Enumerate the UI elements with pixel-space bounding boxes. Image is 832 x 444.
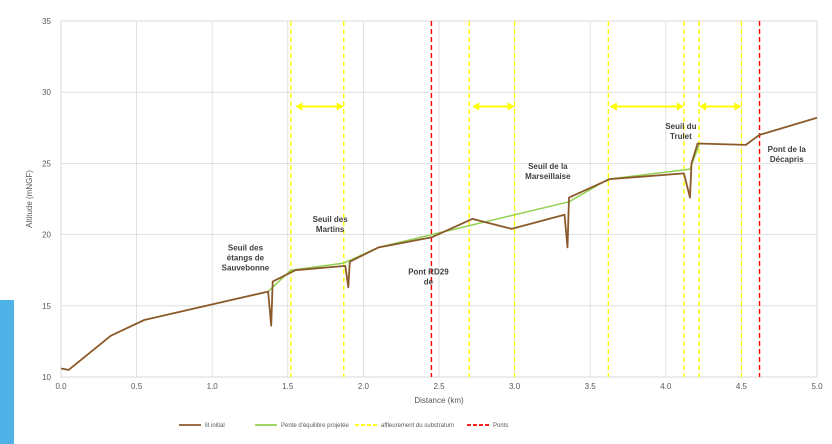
y-tick-label: 25 <box>42 159 51 168</box>
legend-label: lit initial <box>205 423 225 429</box>
legend-label: Ponts <box>493 423 508 429</box>
plot-border <box>60 20 818 378</box>
x-tick-label: 0.5 <box>131 382 143 391</box>
arrow-head-left <box>699 102 707 111</box>
annotation-line: Pont de la <box>768 145 807 154</box>
arrow-head-left <box>472 102 480 111</box>
y-tick-label: 20 <box>42 231 51 240</box>
annotation-line: Seuil du <box>665 122 696 131</box>
y-axis-title: Altitude (mNGF) <box>25 170 34 228</box>
grid <box>60 20 818 378</box>
arrow-head-left <box>295 102 303 111</box>
x-tick-label: 3.5 <box>585 382 597 391</box>
blue-edge-decoration <box>0 300 14 444</box>
annotation-line: de <box>424 277 434 286</box>
x-tick-label: 4.0 <box>660 382 672 391</box>
annotation-line: Seuil des <box>313 215 349 224</box>
vertical-markers <box>290 21 761 377</box>
chart-frame: Seuil des étangs de Sauvebonne Seuil des Mar… <box>14 8 826 438</box>
annotation-line: Sauvebonne <box>222 263 270 272</box>
annotation-label: Seuil des Martins <box>313 215 349 234</box>
y-tick-label: 10 <box>42 373 51 382</box>
legend: lit initial Pente d'équilibre projetée aff… <box>179 423 508 429</box>
y-tick-label: 35 <box>42 17 51 26</box>
x-tick-label: 4.5 <box>736 382 748 391</box>
annotation-label: Seuil de la Marseillaise <box>525 162 571 181</box>
x-tick-label: 1.5 <box>282 382 294 391</box>
annotation-label: Pont de la Décapris <box>768 145 807 164</box>
annotation-line: Trulet <box>670 132 692 141</box>
arrow-head-left <box>609 102 617 111</box>
x-tick-label: 0.0 <box>55 382 67 391</box>
annotation-line: Pont RD29 <box>408 267 449 276</box>
x-axis-title: Distance (km) <box>414 396 464 405</box>
y-tick-label: 15 <box>42 302 51 311</box>
legend-label: Pente d'équilibre projetée <box>281 423 350 429</box>
annotation-label: Pont RD29 de <box>408 267 449 286</box>
annotation-label: Seuil des étangs de Sauvebonne <box>222 243 270 272</box>
annotation-label: Seuil du Trulet <box>665 122 696 141</box>
x-tick-label: 3.0 <box>509 382 521 391</box>
x-tick-label: 1.0 <box>207 382 219 391</box>
tick-labels: 0.0 0.5 1.0 1.5 2.0 2.5 3.0 3.5 4.0 4.5 5.0 10 15 20 2… <box>42 17 823 391</box>
arrow-head-right <box>336 102 344 111</box>
arrow-head-right <box>734 102 742 111</box>
legend-label: affleurement du substratum <box>381 423 454 429</box>
x-tick-label: 2.0 <box>358 382 370 391</box>
annotation-line: Marseillaise <box>525 172 571 181</box>
annotation-line: Martins <box>316 225 345 234</box>
y-tick-label: 30 <box>42 88 51 97</box>
x-tick-label: 5.0 <box>811 382 823 391</box>
annotation-line: Seuil des <box>228 243 264 252</box>
arrow-head-right <box>507 102 515 111</box>
x-tick-label: 2.5 <box>433 382 445 391</box>
arrows <box>295 102 742 111</box>
annotation-line: Seuil de la <box>528 162 568 171</box>
annotation-line: étangs de <box>227 253 265 262</box>
series-lit-initial <box>60 116 818 371</box>
series <box>60 116 818 371</box>
annotation-line: Décapris <box>770 155 804 164</box>
arrow-head-right <box>676 102 684 111</box>
